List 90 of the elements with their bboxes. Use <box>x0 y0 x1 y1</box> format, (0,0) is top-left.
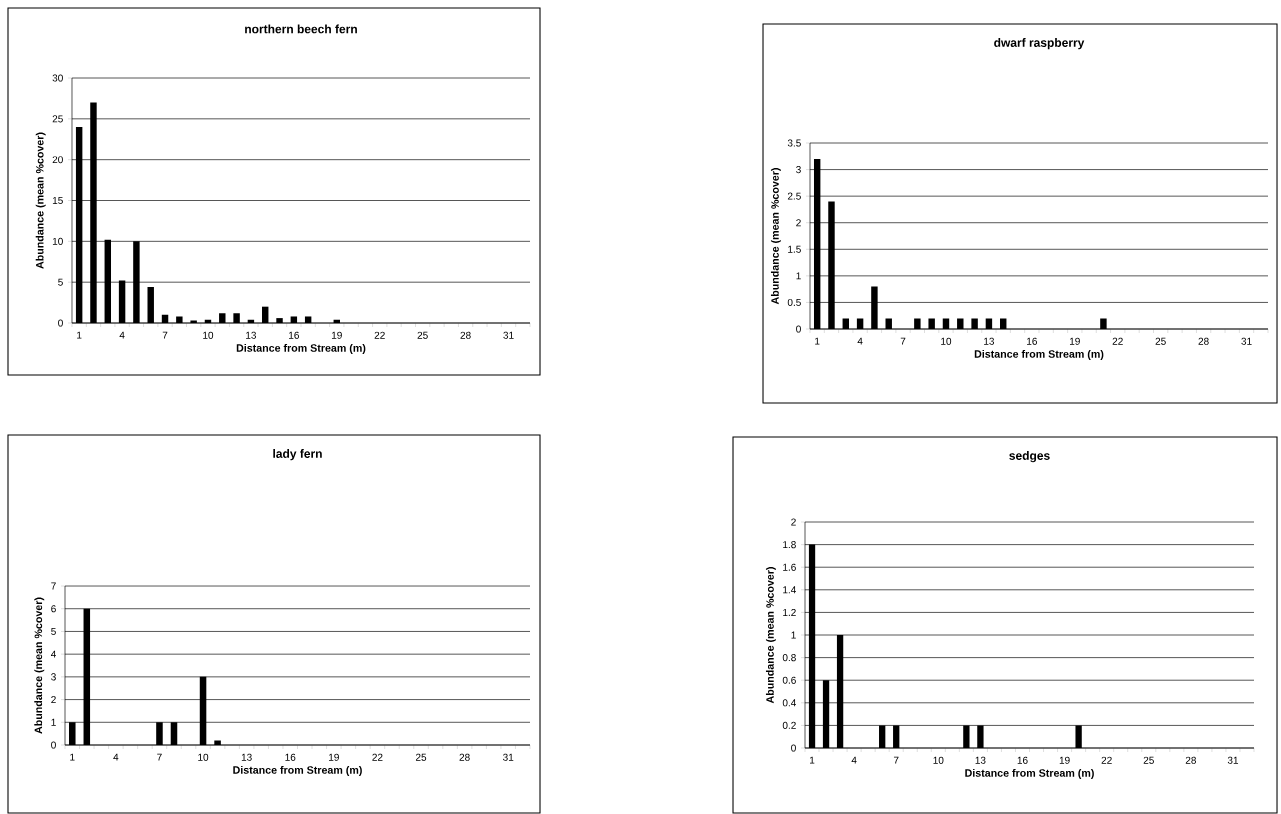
y-tick-label: 5 <box>51 627 56 635</box>
y-tick-label: 2 <box>791 518 796 526</box>
x-tick-label: 28 <box>460 331 471 339</box>
y-tick-label: 1.4 <box>783 586 797 594</box>
x-tick-label: 28 <box>459 753 470 761</box>
x-tick-label: 22 <box>372 753 383 761</box>
x-tick-label: 28 <box>1185 756 1196 764</box>
x-tick-label: 16 <box>289 331 299 339</box>
x-tick-label: 7 <box>900 337 906 345</box>
x-tick-label: 31 <box>503 331 514 339</box>
y-tick-label: 0 <box>796 325 801 333</box>
x-tick-label: 16 <box>285 753 296 761</box>
x-tick-label: 22 <box>1101 756 1112 764</box>
x-tick-label: 10 <box>198 753 209 761</box>
y-tick-label: 1 <box>51 718 56 726</box>
x-tick-label: 1 <box>70 753 75 761</box>
x-tick-label: 1 <box>815 337 820 345</box>
y-tick-label: 7 <box>51 582 56 590</box>
x-tick-label: 4 <box>851 756 857 764</box>
x-tick-label: 1 <box>810 756 815 764</box>
y-tick-label: 1 <box>796 272 801 280</box>
y-tick-label: 2 <box>51 696 56 704</box>
x-axis-title: Distance from Stream (m) <box>974 349 1104 360</box>
x-tick-label: 31 <box>1227 756 1239 764</box>
x-tick-label: 13 <box>246 331 257 339</box>
y-tick-label: 3.5 <box>787 139 801 147</box>
x-tick-label: 7 <box>893 756 899 764</box>
y-tick-label: 1.6 <box>783 563 796 571</box>
y-tick-label: 0.2 <box>782 721 796 729</box>
chart-title: sedges <box>1009 451 1050 463</box>
y-tick-label: 25 <box>52 115 63 123</box>
y-tick-label: 0.6 <box>782 676 796 684</box>
x-tick-label: 10 <box>203 331 214 339</box>
x-tick-label: 16 <box>1017 756 1028 764</box>
y-tick-label: 1 <box>791 631 796 639</box>
x-tick-label: 10 <box>933 756 944 764</box>
x-tick-label: 25 <box>415 753 427 761</box>
y-tick-label: 2.5 <box>787 192 801 200</box>
x-axis-title: Distance from Stream (m) <box>233 765 362 776</box>
y-axis-title: Abundance (mean %cover) <box>35 132 46 269</box>
y-tick-label: 30 <box>52 74 63 82</box>
x-axis-title: Distance from Stream (m) <box>236 343 366 354</box>
x-axis-title: Distance from Stream (m) <box>965 768 1094 779</box>
y-tick-label: 1.5 <box>788 245 801 253</box>
x-tick-label: 25 <box>417 331 428 339</box>
y-axis-title: Abundance (mean %cover) <box>765 567 776 704</box>
x-tick-label: 13 <box>984 337 995 345</box>
y-axis-title: Abundance (mean %cover) <box>34 597 45 734</box>
x-tick-label: 19 <box>329 753 339 761</box>
y-tick-label: 1.2 <box>783 608 796 616</box>
y-tick-label: 4 <box>50 650 56 658</box>
y-tick-label: 3 <box>796 166 801 174</box>
x-tick-label: 4 <box>857 337 863 345</box>
x-tick-label: 7 <box>162 331 168 339</box>
x-tick-label: 7 <box>157 753 162 761</box>
chart-title: lady fern <box>273 449 322 461</box>
y-axis-title: Abundance (mean %cover) <box>770 168 781 305</box>
x-tick-label: 19 <box>1069 337 1080 345</box>
x-tick-label: 1 <box>77 331 82 339</box>
y-tick-label: 5 <box>58 278 63 286</box>
x-tick-label: 25 <box>1143 756 1154 764</box>
x-tick-label: 13 <box>975 756 986 764</box>
y-tick-label: 0.5 <box>787 298 801 306</box>
y-tick-label: 3 <box>51 673 56 681</box>
x-tick-label: 22 <box>374 331 385 339</box>
y-tick-label: 20 <box>52 156 63 164</box>
x-tick-label: 4 <box>113 753 119 761</box>
x-tick-label: 13 <box>241 753 252 761</box>
y-tick-label: 0.4 <box>782 699 797 707</box>
x-tick-label: 25 <box>1155 337 1166 345</box>
x-tick-label: 19 <box>1059 756 1070 764</box>
y-tick-label: 0 <box>791 744 796 752</box>
x-tick-label: 16 <box>1027 337 1037 345</box>
chart-title: northern beech fern <box>245 24 357 34</box>
x-tick-label: 31 <box>503 753 514 761</box>
x-tick-label: 28 <box>1198 337 1209 345</box>
y-tick-label: 2 <box>796 219 801 227</box>
y-tick-label: 1.8 <box>783 541 796 549</box>
y-tick-label: 15 <box>52 197 63 204</box>
y-tick-label: 6 <box>51 605 56 613</box>
y-tick-label: 0.8 <box>782 654 796 662</box>
x-tick-label: 19 <box>331 331 342 339</box>
x-tick-label: 31 <box>1241 337 1252 345</box>
x-tick-label: 4 <box>119 331 125 339</box>
x-tick-label: 10 <box>941 337 952 345</box>
chart-title: dwarf raspberry <box>994 38 1085 50</box>
y-tick-label: 10 <box>52 237 63 245</box>
y-tick-label: 0 <box>51 741 56 749</box>
y-tick-label: 0 <box>58 319 63 327</box>
x-tick-label: 22 <box>1112 337 1123 345</box>
